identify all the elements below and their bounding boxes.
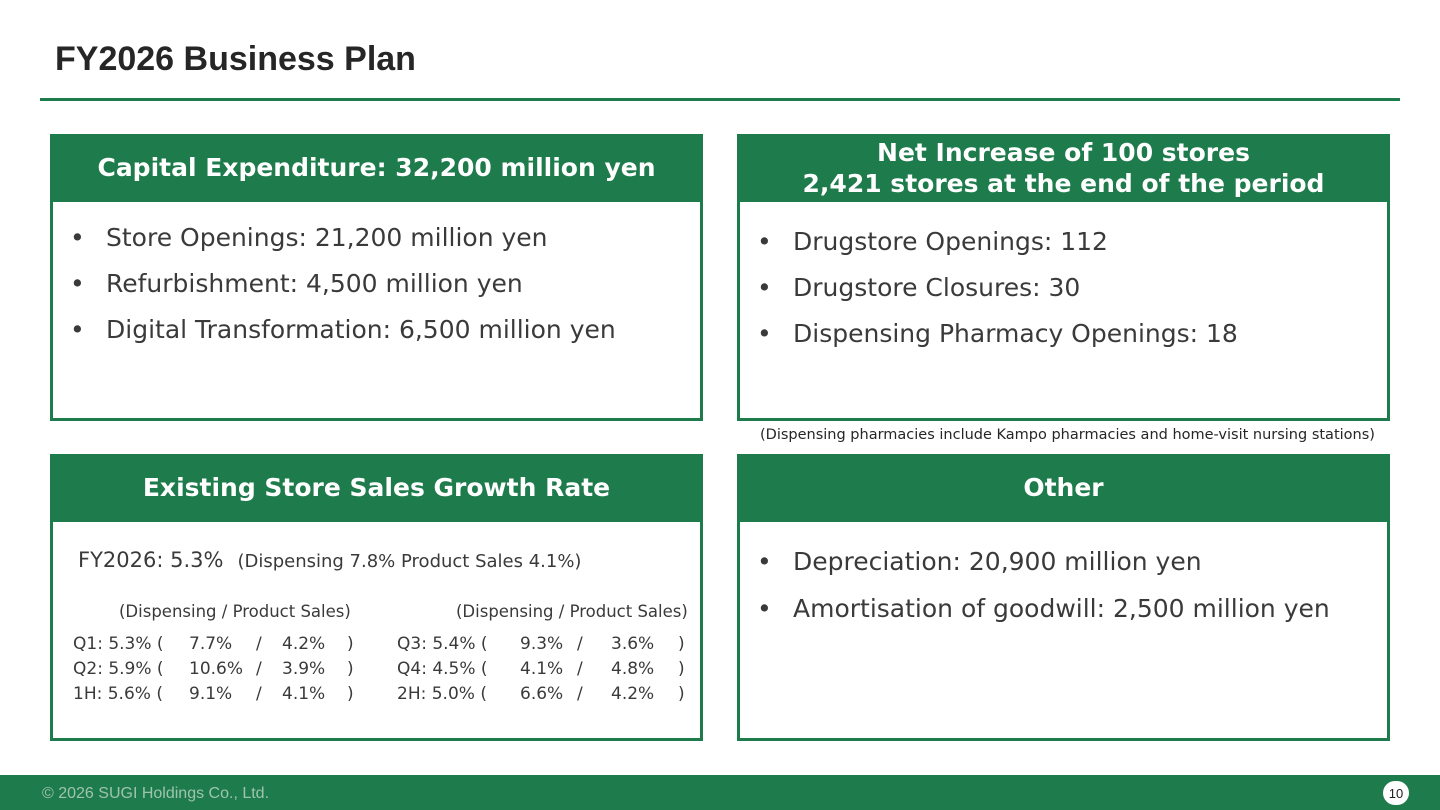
bullet-icon: • xyxy=(757,227,772,256)
copyright-text: © 2026 SUGI Holdings Co., Ltd. xyxy=(42,785,270,802)
bullet-icon: • xyxy=(757,547,772,576)
stores-header-line1: Net Increase of 100 stores xyxy=(877,137,1250,167)
bullet-icon: • xyxy=(757,273,772,302)
list-item: • Amortisation of goodwill: 2,500 million… xyxy=(757,594,1330,623)
other-panel: Other • Depreciation: 20,900 million yen … xyxy=(737,454,1390,741)
list-item: • Refurbishment: 4,500 million yen xyxy=(70,269,523,298)
table-row: Q2: 5.9% ( 10.6% / 3.9% ) xyxy=(73,659,354,679)
page-title: FY2026 Business Plan xyxy=(55,40,416,78)
table-row: Q4: 4.5% ( 4.1% / 4.8% ) xyxy=(397,659,685,679)
second-half-table: Q3: 5.4% ( 9.3% / 3.6% ) Q4: 4.5% ( 4.1%… xyxy=(397,632,697,707)
footer-bar xyxy=(0,775,1440,810)
stores-panel: Net Increase of 100 stores 2,421 stores … xyxy=(737,134,1390,421)
stores-list: • Drugstore Openings: 112 • Drugstore Clos… xyxy=(755,227,1238,365)
table-row: Q1: 5.3% ( 7.7% / 4.2% ) xyxy=(73,634,354,654)
bullet-icon: • xyxy=(70,269,85,298)
capex-header: Capital Expenditure: 32,200 million yen xyxy=(50,134,703,202)
dispensing-footnote: (Dispensing pharmacies include Kampo pha… xyxy=(760,427,1375,443)
page-number: 10 xyxy=(1383,781,1409,805)
fy-growth-summary: FY2026: 5.3% (Dispensing 7.8% Product Sal… xyxy=(78,548,581,572)
bullet-icon: • xyxy=(70,223,85,252)
fy-growth-breakdown: (Dispensing 7.8% Product Sales 4.1%) xyxy=(237,551,582,572)
table-row: Q3: 5.4% ( 9.3% / 3.6% ) xyxy=(397,634,685,654)
stores-header-line2: 2,421 stores at the end of the period xyxy=(802,169,1325,198)
other-header-text: Other xyxy=(1023,473,1104,503)
left-column-header: (Dispensing / Product Sales) xyxy=(119,602,351,621)
other-header: Other xyxy=(737,454,1390,522)
list-item: • Dispensing Pharmacy Openings: 18 xyxy=(757,319,1238,348)
capex-list: • Store Openings: 21,200 million yen • Ref… xyxy=(68,223,616,361)
bullet-icon: • xyxy=(70,315,85,344)
bullet-icon: • xyxy=(757,594,772,623)
growth-header: Existing Store Sales Growth Rate xyxy=(50,454,703,522)
growth-panel: Existing Store Sales Growth Rate xyxy=(50,454,703,741)
bullet-icon: • xyxy=(757,319,772,348)
fy-growth-rate: FY2026: 5.3% xyxy=(78,548,224,572)
first-half-table: Q1: 5.3% ( 7.7% / 4.2% ) Q2: 5.9% ( 10.6… xyxy=(73,632,373,707)
list-item: • Digital Transformation: 6,500 million y… xyxy=(70,315,616,344)
stores-header: Net Increase of 100 stores 2,421 stores … xyxy=(737,134,1390,202)
capex-header-text: Capital Expenditure: 32,200 million yen xyxy=(97,153,656,183)
list-item: • Drugstore Openings: 112 xyxy=(757,227,1108,256)
table-row: 1H: 5.6% ( 9.1% / 4.1% ) xyxy=(73,684,354,704)
growth-header-text: Existing Store Sales Growth Rate xyxy=(142,473,611,503)
list-item: • Depreciation: 20,900 million yen xyxy=(757,547,1202,576)
table-row: 2H: 5.0% ( 6.6% / 4.2% ) xyxy=(397,684,685,704)
list-item: • Store Openings: 21,200 million yen xyxy=(70,223,548,252)
capex-panel: Capital Expenditure: 32,200 million yen … xyxy=(50,134,703,421)
other-list: • Depreciation: 20,900 million yen • Amort… xyxy=(755,547,1330,641)
list-item: • Drugstore Closures: 30 xyxy=(757,273,1081,302)
title-divider xyxy=(40,98,1400,101)
right-column-header: (Dispensing / Product Sales) xyxy=(456,602,688,621)
